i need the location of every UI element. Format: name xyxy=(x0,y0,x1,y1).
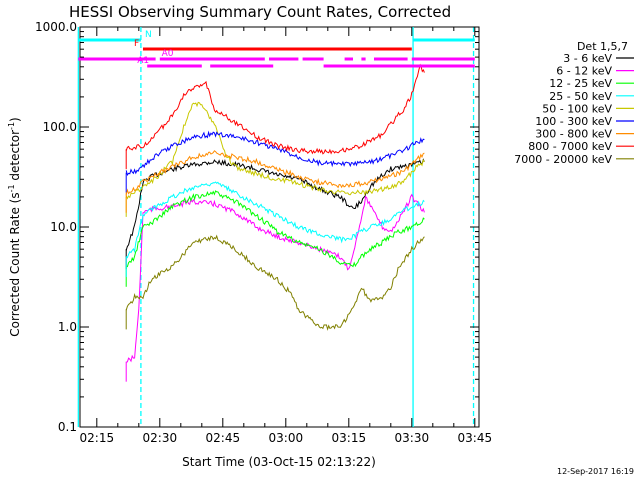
series-line-0 xyxy=(125,158,425,251)
x-tick-label-4: 03:15 xyxy=(332,431,367,445)
timestamp: 12-Sep-2017 16:19 xyxy=(557,467,634,476)
x-tick-label-0: 02:15 xyxy=(80,431,115,445)
flag-label-a0: A0 xyxy=(162,49,174,59)
series-line-5 xyxy=(125,130,425,177)
y-axis-label-start: Corrected Count Rate (s xyxy=(8,192,22,336)
flag-label-f: F xyxy=(134,39,139,49)
x-tick-label-6: 03:45 xyxy=(458,431,493,445)
legend-label-8: 7000 - 20000 keV xyxy=(514,153,612,166)
y-tick-label-2: 10.0 xyxy=(50,220,77,234)
x-axis: 02:15 02:30 02:45 03:00 03:15 03:30 03:45 xyxy=(80,27,493,445)
flag-bars: NF A0 A1 xyxy=(78,30,475,68)
legend-label-2: 12 - 25 keV xyxy=(549,77,612,90)
flag-label-a1: A1 xyxy=(137,56,149,66)
y-axis-label-end: ) xyxy=(8,117,22,122)
legend-label-7: 800 - 7000 keV xyxy=(528,140,612,153)
legend-label-1: 6 - 12 keV xyxy=(556,65,612,78)
series-line-6 xyxy=(125,150,425,196)
x-tick-label-2: 02:45 xyxy=(206,431,241,445)
series-line-1 xyxy=(126,193,425,363)
y-axis-label-mid: detector xyxy=(8,130,22,185)
y-tick-label-3: 100.0 xyxy=(43,120,77,134)
x-tick-label-5: 03:30 xyxy=(395,431,430,445)
series-line-4 xyxy=(125,101,425,200)
legend-label-5: 100 - 300 keV xyxy=(535,115,612,128)
series-line-7 xyxy=(125,63,425,155)
series-line-3 xyxy=(125,181,425,259)
chart-title: HESSI Observing Summary Count Rates, Cor… xyxy=(69,3,451,21)
legend-label-4: 50 - 100 keV xyxy=(542,102,612,115)
x-axis-label: Start Time (03-Oct-15 02:13:22) xyxy=(182,455,376,469)
y-axis-label-sup1: -1 xyxy=(7,184,16,192)
y-tick-label-1: 1.0 xyxy=(58,320,77,334)
x-tick-label-3: 03:00 xyxy=(269,431,304,445)
y-axis: 0.1 1.0 10.0 100.0 1000.0 xyxy=(35,20,479,434)
y-axis-label-sup2: -1 xyxy=(7,122,16,130)
series-lines xyxy=(125,63,425,382)
x-tick-label-1: 02:30 xyxy=(143,431,178,445)
y-tick-label-4: 1000.0 xyxy=(35,20,77,34)
series-line-2 xyxy=(126,190,425,268)
legend-label-0: 3 - 6 keV xyxy=(563,52,612,65)
legend-label-3: 25 - 50 keV xyxy=(549,90,612,103)
flag-label-n: N xyxy=(145,30,152,40)
series-line-8 xyxy=(125,234,425,331)
y-axis-label: Corrected Count Rate (s-1 detector-1) xyxy=(7,117,22,336)
legend-label-6: 300 - 800 keV xyxy=(535,128,612,141)
legend-title: Det 1,5,7 xyxy=(577,40,628,53)
y-tick-label-0: 0.1 xyxy=(58,420,77,434)
